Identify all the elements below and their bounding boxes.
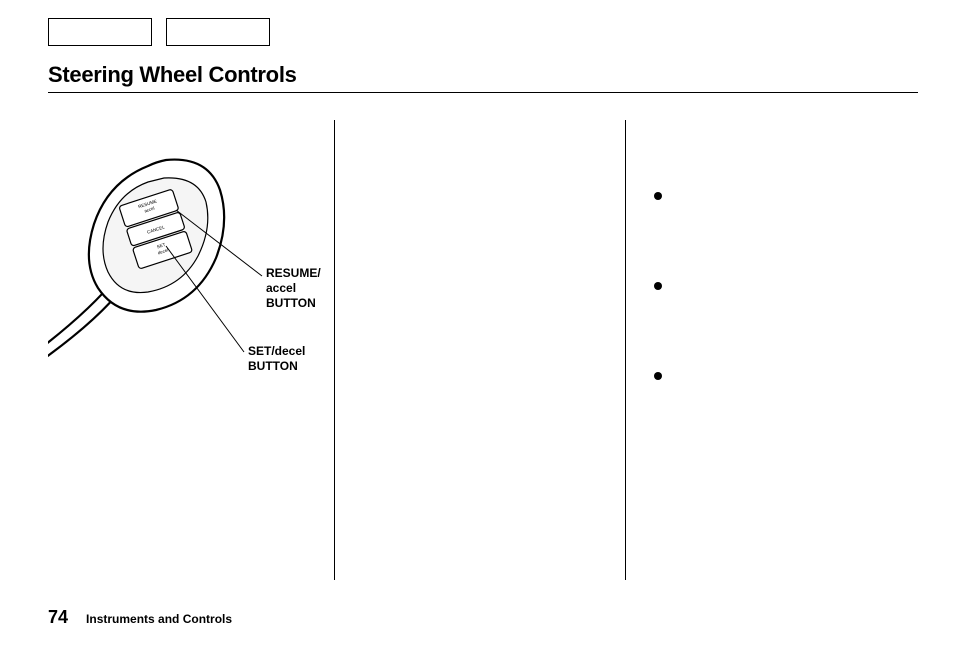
label-resume-l2: accel	[266, 281, 296, 295]
bullet-item	[654, 280, 918, 294]
column-2	[334, 120, 626, 580]
label-resume-l3: BUTTON	[266, 296, 316, 310]
header-box-1	[48, 18, 152, 46]
label-set-button: SET/decel BUTTON	[248, 344, 305, 374]
column-1: RESUME accel CANCEL SET decel RESUME/ ac…	[48, 120, 334, 580]
bullet-list	[654, 190, 918, 384]
bullet-item	[654, 190, 918, 204]
bullet-item	[654, 370, 918, 384]
header-empty-boxes	[48, 18, 270, 46]
label-resume-button: RESUME/ accel BUTTON	[266, 266, 321, 311]
page-title: Steering Wheel Controls	[48, 62, 297, 88]
label-set-l1: SET/decel	[248, 344, 305, 358]
column-3	[626, 120, 918, 580]
horizontal-rule	[48, 92, 918, 93]
steering-wheel-diagram: RESUME accel CANCEL SET decel RESUME/ ac…	[48, 138, 328, 383]
label-resume-l1: RESUME/	[266, 266, 321, 280]
label-set-l2: BUTTON	[248, 359, 298, 373]
page-number: 74	[48, 607, 68, 628]
footer-section: Instruments and Controls	[86, 612, 232, 626]
content-columns: RESUME accel CANCEL SET decel RESUME/ ac…	[48, 120, 918, 580]
header-box-2	[166, 18, 270, 46]
page-footer: 74 Instruments and Controls	[48, 607, 232, 628]
